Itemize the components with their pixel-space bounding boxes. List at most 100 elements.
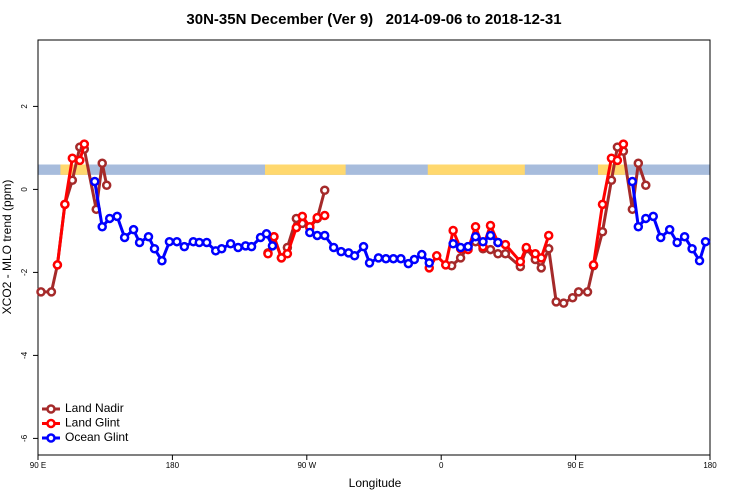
point xyxy=(521,242,532,253)
legend-swatch-marker xyxy=(46,404,56,414)
point xyxy=(485,230,496,241)
y-tick-label: 2 xyxy=(20,104,29,109)
point xyxy=(417,249,427,260)
point xyxy=(263,248,273,259)
legend-label: Land Nadir xyxy=(65,401,124,415)
point xyxy=(478,236,488,247)
point xyxy=(312,212,323,223)
point xyxy=(381,253,391,264)
legend-swatch-marker xyxy=(46,418,56,429)
point xyxy=(597,199,608,210)
point xyxy=(60,199,70,210)
point xyxy=(36,287,46,297)
point xyxy=(104,213,115,224)
point xyxy=(388,253,399,264)
point xyxy=(633,158,644,169)
point xyxy=(672,237,682,248)
point xyxy=(246,241,257,252)
point xyxy=(588,260,599,270)
point xyxy=(694,256,705,266)
point xyxy=(500,248,511,259)
x-tick-label: 90 E xyxy=(567,461,583,470)
legend-label: Ocean Glint xyxy=(65,430,129,444)
point xyxy=(282,248,293,259)
point xyxy=(46,287,57,297)
point xyxy=(89,176,100,187)
point xyxy=(297,211,308,222)
point xyxy=(225,239,236,249)
point xyxy=(567,292,578,303)
point xyxy=(633,222,644,232)
point xyxy=(612,155,623,166)
point xyxy=(358,241,369,252)
point xyxy=(201,237,212,248)
point xyxy=(172,236,182,247)
point xyxy=(179,241,190,252)
y-tick-label: -6 xyxy=(20,434,29,442)
point xyxy=(440,260,451,270)
point xyxy=(149,243,160,254)
point xyxy=(216,243,227,254)
point xyxy=(305,227,315,238)
point xyxy=(582,287,593,297)
point xyxy=(312,230,323,241)
point xyxy=(409,254,420,265)
point xyxy=(364,258,375,268)
point xyxy=(97,158,107,169)
ocean-band xyxy=(38,164,710,175)
point xyxy=(700,236,711,247)
land-band xyxy=(598,164,625,175)
x-tick-label: 180 xyxy=(703,461,717,470)
point xyxy=(79,139,90,149)
point xyxy=(267,241,278,251)
point xyxy=(455,253,466,263)
point xyxy=(157,256,167,266)
point xyxy=(97,222,107,232)
point xyxy=(448,225,458,236)
point xyxy=(641,213,651,224)
point xyxy=(493,237,503,248)
point xyxy=(648,211,659,222)
point xyxy=(655,232,666,243)
point xyxy=(291,222,302,233)
point xyxy=(52,260,63,270)
point xyxy=(485,220,496,231)
point xyxy=(276,253,287,263)
chart-title: 30N-35N December (Ver 9) 2014-09-06 to 2… xyxy=(186,11,561,28)
land-band xyxy=(264,164,346,175)
x-tick-label: 180 xyxy=(166,461,180,470)
point xyxy=(75,155,85,166)
legend-label: Land Glint xyxy=(65,416,120,430)
point xyxy=(349,251,360,261)
point xyxy=(336,246,346,257)
point xyxy=(664,224,675,235)
point xyxy=(463,241,473,252)
point xyxy=(403,258,414,269)
point xyxy=(112,211,122,222)
point xyxy=(641,180,651,190)
point xyxy=(164,236,175,247)
point xyxy=(233,242,243,253)
point xyxy=(493,248,503,259)
point xyxy=(128,224,139,235)
point xyxy=(261,229,272,239)
point xyxy=(618,139,629,149)
point xyxy=(119,232,130,243)
point xyxy=(679,231,690,242)
plot-frame xyxy=(37,39,711,456)
point xyxy=(543,230,554,241)
point xyxy=(500,239,511,250)
y-tick-label: 0 xyxy=(20,187,29,192)
point xyxy=(470,231,481,242)
land-band xyxy=(427,164,525,175)
point xyxy=(485,244,496,255)
x-tick-label: 90 E xyxy=(30,461,46,470)
point xyxy=(627,176,638,187)
point xyxy=(431,251,442,261)
point xyxy=(319,185,330,195)
y-tick-label: -4 xyxy=(20,351,29,359)
x-tick-label: 90 W xyxy=(297,461,316,470)
point xyxy=(319,230,330,241)
point xyxy=(373,253,384,263)
point xyxy=(143,231,154,242)
